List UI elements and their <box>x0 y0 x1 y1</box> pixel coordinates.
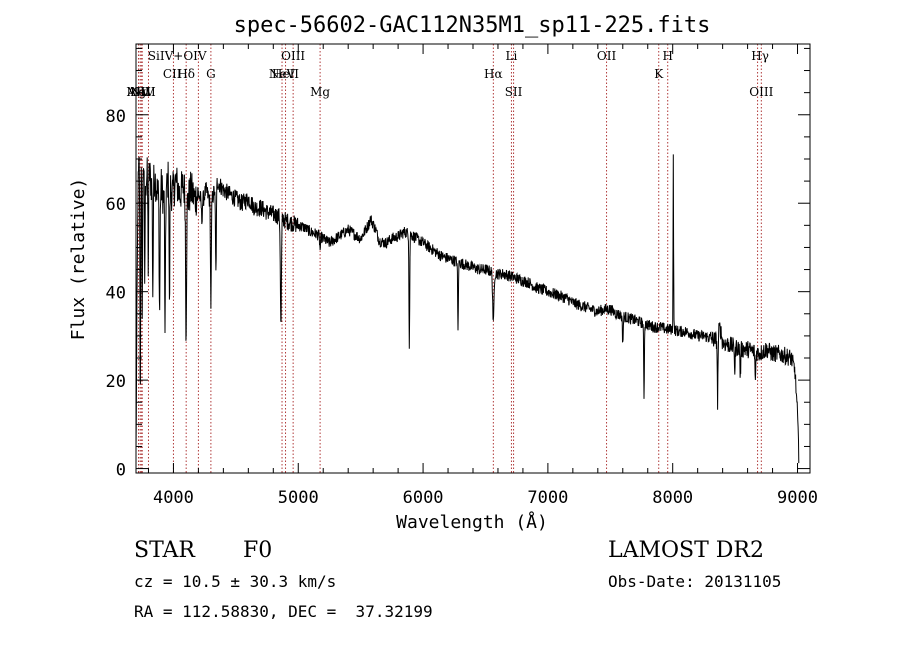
line-marker-label: OIII <box>749 85 773 99</box>
y-tick-label: 80 <box>106 107 126 127</box>
plot-frame <box>135 43 811 474</box>
y-tick-label: 20 <box>106 372 126 392</box>
line-marker-label: CII <box>163 67 182 81</box>
object-subclass: F0 <box>243 538 273 563</box>
redshift-readout: cz = 10.5 ± 30.3 km/s <box>134 572 337 591</box>
x-tick-label: 6000 <box>403 488 444 508</box>
spectrum-series <box>135 154 800 464</box>
line-marker-label: MgII <box>126 85 156 99</box>
y-tick-label: 60 <box>106 195 126 215</box>
line-marker-label: SII <box>505 85 523 99</box>
chart-title: spec-56602-GAC112N35M1_sp11-225.fits <box>234 13 711 38</box>
x-tick-label: 9000 <box>777 488 818 508</box>
x-tick-label: 5000 <box>278 488 319 508</box>
line-marker-label: Mg <box>310 85 330 99</box>
x-axis-label: Wavelength (Å) <box>396 511 548 533</box>
coordinates-readout: RA = 112.58830, DEC = 37.32199 <box>134 602 433 621</box>
line-marker-label: AlII <box>127 85 150 99</box>
line-marker-label: H <box>662 49 672 63</box>
y-tick-label: 0 <box>116 461 126 481</box>
line-marker-label: HeII <box>272 67 299 81</box>
line-marker-label: NeV <box>269 67 296 81</box>
line-marker-label: OIII <box>281 49 305 63</box>
observation-date: Obs-Date: 20131105 <box>608 572 782 591</box>
survey-label: LAMOST DR2 <box>608 538 764 563</box>
line-marker-label: OII <box>597 49 617 63</box>
line-marker-label: K <box>654 67 664 81</box>
line-marker-label: NV <box>131 85 151 99</box>
line-marker-label: SiIV+OIV <box>148 49 207 63</box>
line-marker-label: G <box>206 67 216 81</box>
line-marker-label: Hγ <box>751 49 769 63</box>
y-tick-label: 40 <box>106 284 126 304</box>
line-marker-label: Hδ <box>177 67 195 81</box>
x-tick-label: 7000 <box>527 488 568 508</box>
axes: 4000 5000 6000 7000 8000 9000 0 20 40 60 80 <box>106 44 818 508</box>
object-class: STAR <box>134 538 195 563</box>
x-tick-label: 8000 <box>652 488 693 508</box>
x-tick-label: 4000 <box>153 488 194 508</box>
line-marker-label: Li <box>506 49 518 63</box>
line-marker-label: Hα <box>484 67 503 81</box>
y-axis-label: Flux (relative) <box>68 178 89 341</box>
spectrum-line <box>135 154 800 464</box>
line-marker-label: NIV <box>130 85 154 99</box>
